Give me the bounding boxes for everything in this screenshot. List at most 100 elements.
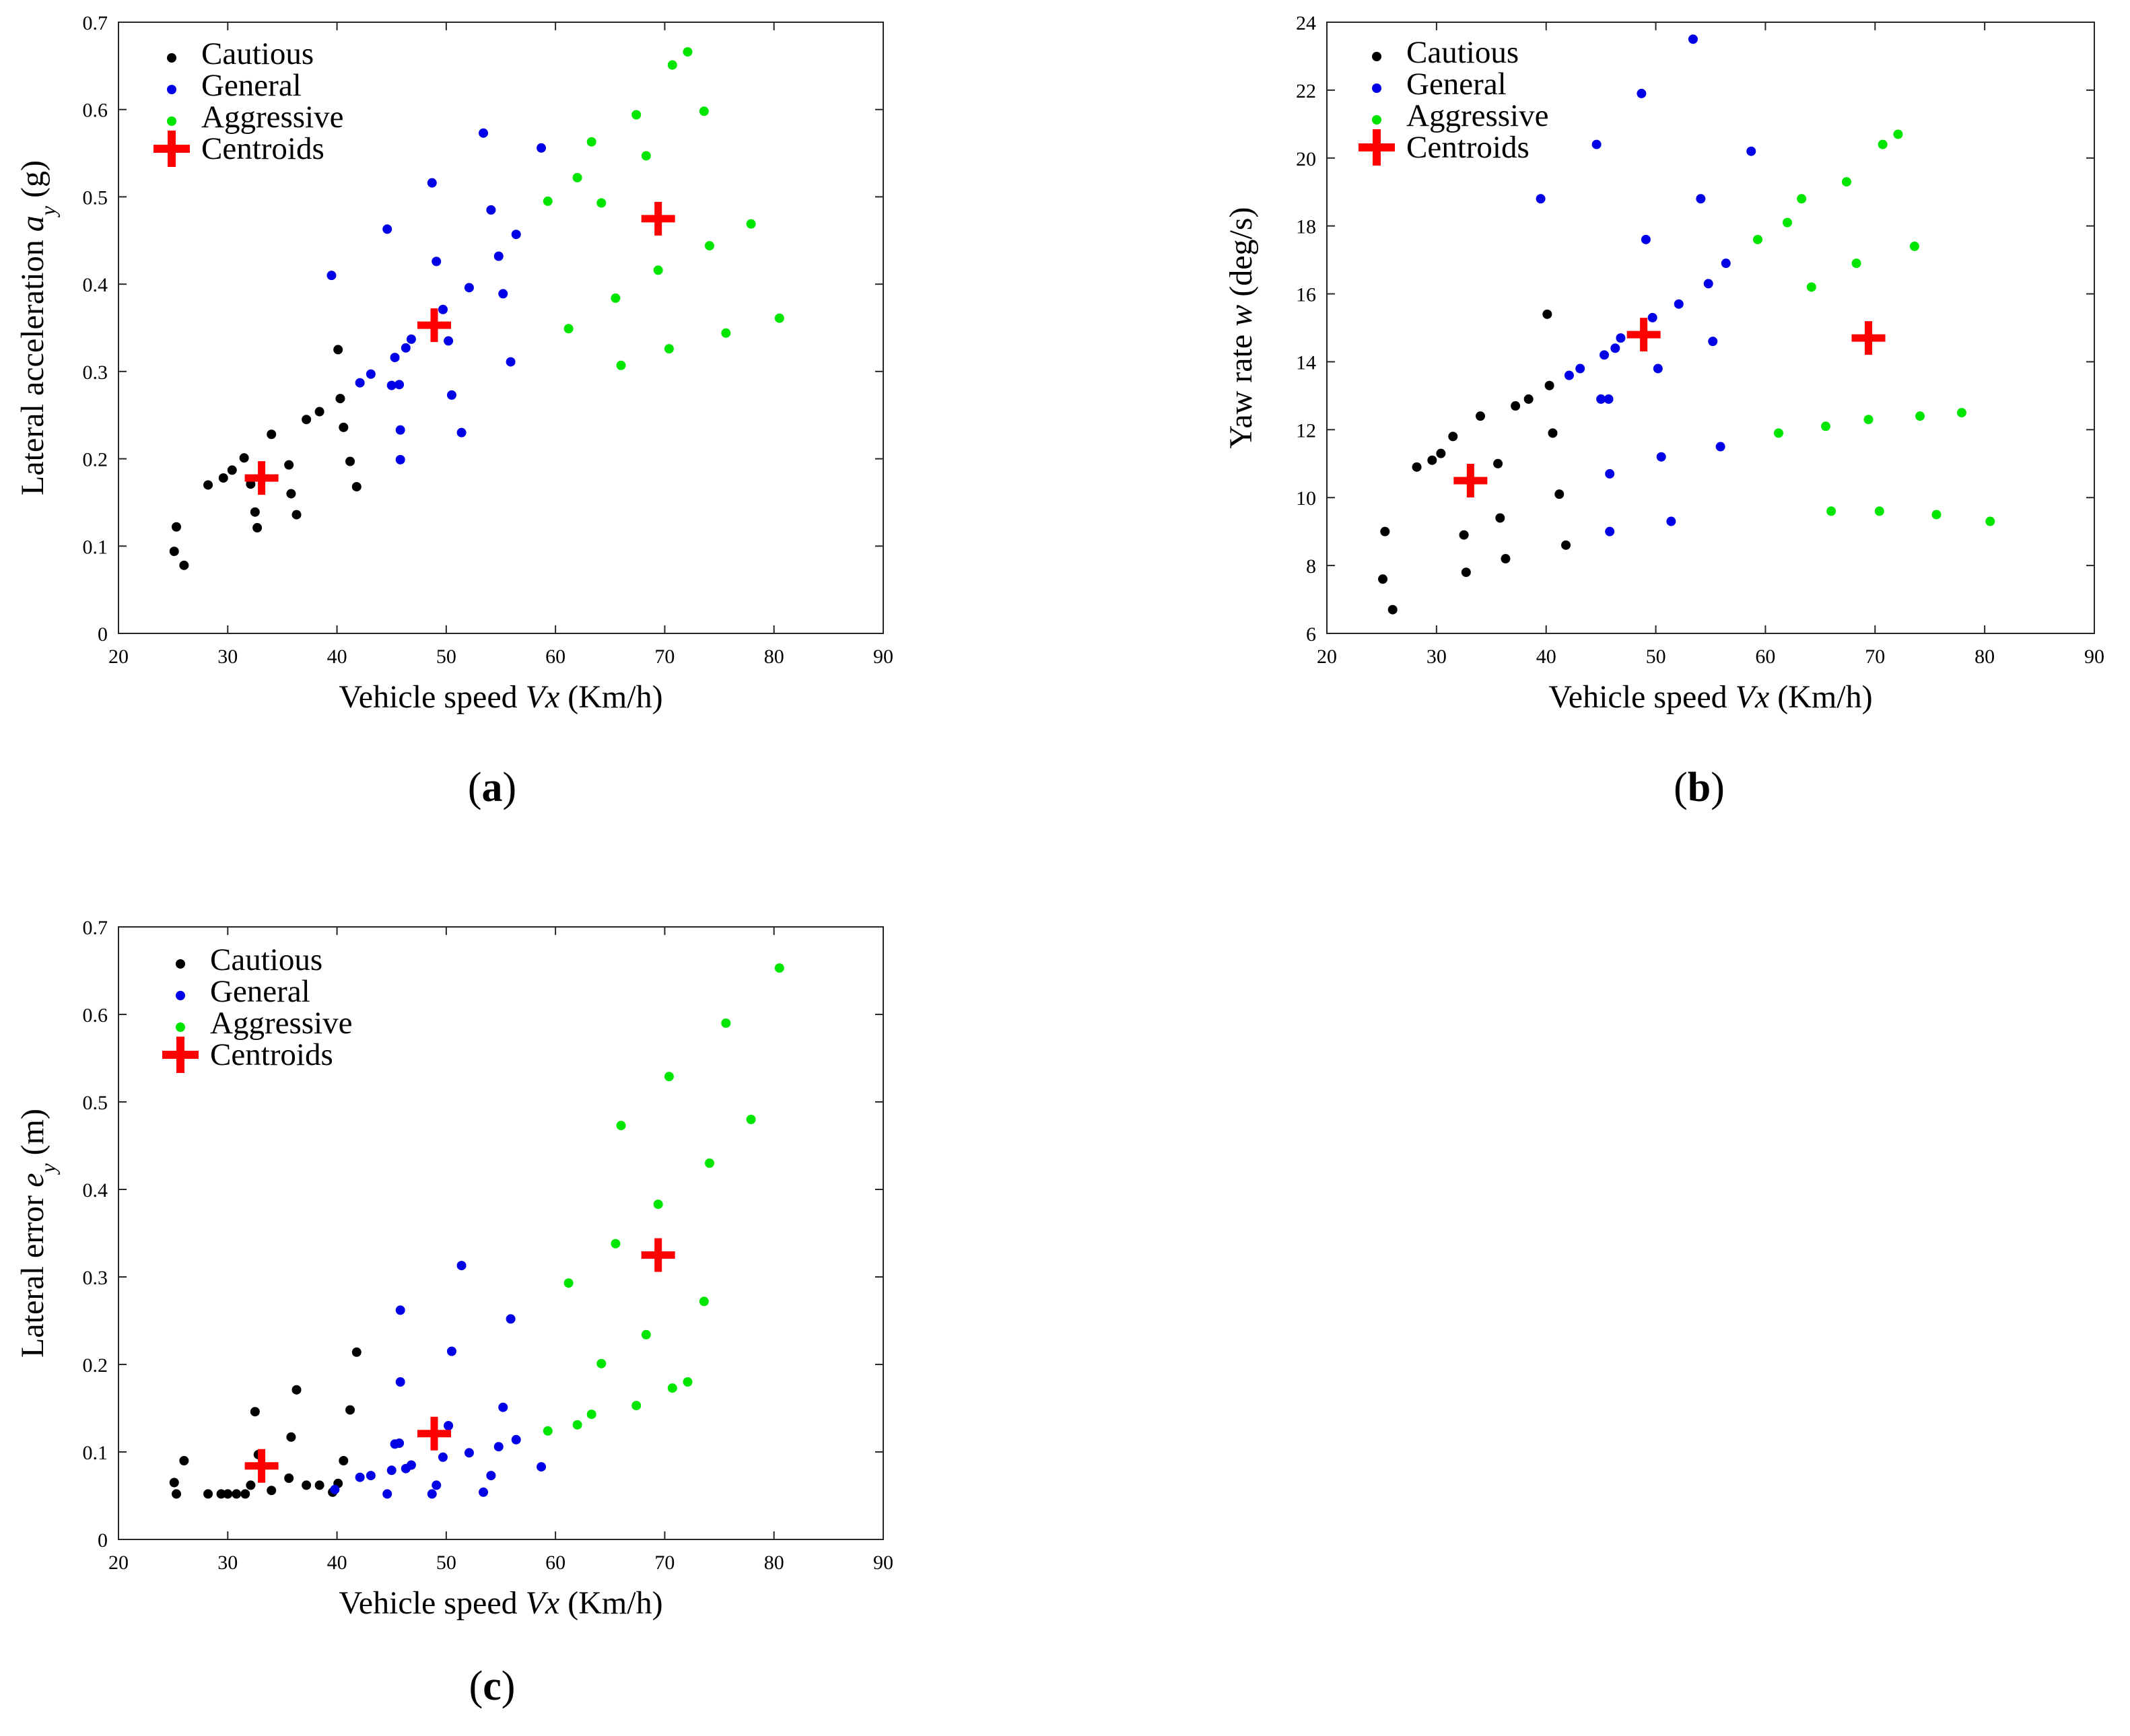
data-point-general — [1610, 343, 1620, 353]
x-tick-label: 90 — [873, 646, 893, 668]
y-tick-label: 16 — [1296, 284, 1316, 306]
data-point-general — [1708, 337, 1718, 347]
series-aggressive — [543, 47, 784, 370]
legend-label-centroids: Centroids — [210, 1037, 333, 1072]
data-point-cautious — [302, 1480, 312, 1490]
centroid-marker — [1453, 464, 1488, 497]
x-tick-label: 30 — [217, 1552, 238, 1574]
data-point-aggressive — [611, 293, 621, 303]
legend-label-cautious: Cautious — [210, 942, 322, 977]
data-point-cautious — [203, 1489, 213, 1499]
data-point-general — [355, 1472, 365, 1482]
data-point-aggressive — [543, 1426, 553, 1436]
data-point-cautious — [284, 1473, 294, 1483]
data-point-aggressive — [1821, 421, 1830, 431]
y-tick-label: 0.6 — [83, 1004, 108, 1027]
x-tick-label: 50 — [1646, 646, 1666, 668]
data-point-cautious — [286, 1432, 296, 1442]
data-point-general — [390, 353, 400, 363]
legend-marker-centroids — [162, 1037, 199, 1073]
data-point-aggressive — [699, 1296, 709, 1307]
data-point-aggressive — [1826, 506, 1836, 516]
data-point-cautious — [232, 1489, 242, 1499]
data-point-cautious — [339, 422, 349, 432]
y-tick-label: 22 — [1296, 80, 1316, 102]
data-point-cautious — [1378, 574, 1388, 584]
series-centroids — [1453, 318, 1886, 497]
data-point-general — [401, 343, 411, 353]
data-point-cautious — [172, 522, 182, 532]
legend-label-general: General — [1406, 67, 1507, 102]
data-point-general — [438, 1452, 448, 1462]
data-point-cautious — [1561, 540, 1571, 550]
y-tick-label: 0.5 — [83, 186, 108, 209]
legend-label-centroids: Centroids — [1406, 130, 1530, 165]
y-tick-label: 0.4 — [83, 1179, 108, 1202]
data-point-general — [537, 143, 547, 153]
data-point-general — [493, 251, 504, 261]
data-point-general — [1605, 468, 1615, 479]
legend-marker-general — [176, 991, 185, 1000]
y-tick-label: 0.7 — [83, 917, 108, 939]
centroid-marker — [417, 308, 452, 343]
data-point-general — [511, 1434, 521, 1445]
data-point-general — [432, 256, 442, 267]
legend-label-centroids: Centroids — [201, 131, 324, 166]
data-point-aggressive — [704, 241, 714, 251]
data-point-cautious — [291, 510, 302, 520]
y-tick-label: 20 — [1296, 148, 1316, 170]
data-point-general — [382, 224, 392, 234]
data-point-general — [395, 454, 405, 464]
data-point-aggressive — [1874, 506, 1884, 516]
x-axis-label: Vehicle speed Vx (Km/h) — [1548, 679, 1872, 715]
series-aggressive — [543, 963, 784, 1436]
data-point-general — [432, 1480, 442, 1490]
data-point-general — [456, 427, 467, 438]
legend-label-aggressive: Aggressive — [1406, 98, 1548, 133]
data-point-aggressive — [683, 1377, 693, 1387]
y-axis-label: Lateral error ey (m) — [15, 1109, 60, 1358]
x-tick-label: 70 — [654, 646, 675, 668]
legend-marker-general — [1372, 83, 1381, 93]
data-point-general — [395, 425, 405, 435]
legend-marker-cautious — [167, 53, 176, 63]
data-point-general — [438, 304, 448, 314]
y-tick-label: 0.2 — [83, 1354, 108, 1377]
y-tick-label: 0.4 — [83, 274, 108, 296]
legend-label-aggressive: Aggressive — [210, 1006, 352, 1041]
x-tick-label: 60 — [1755, 646, 1775, 668]
y-tick-label: 0.1 — [83, 536, 108, 558]
data-point-general — [1604, 394, 1614, 404]
data-point-general — [444, 336, 454, 346]
data-point-aggressive — [667, 60, 677, 70]
data-point-aggressive — [774, 313, 784, 323]
data-point-general — [1575, 363, 1585, 374]
x-tick-label: 80 — [1974, 646, 1995, 668]
x-tick-label: 80 — [764, 1552, 784, 1574]
panel-label-a: (a) — [468, 765, 516, 810]
data-point-aggressive — [704, 1158, 714, 1168]
y-tick-label: 0.5 — [83, 1092, 108, 1114]
data-point-general — [355, 378, 365, 388]
data-point-cautious — [246, 1480, 256, 1490]
x-tick-label: 90 — [873, 1552, 893, 1574]
data-point-aggressive — [774, 963, 784, 973]
data-point-general — [1674, 299, 1684, 309]
data-point-cautious — [351, 1347, 362, 1357]
legend-marker-centroids — [1359, 129, 1395, 166]
data-point-general — [406, 334, 416, 344]
data-point-cautious — [240, 1489, 250, 1499]
data-point-cautious — [1427, 455, 1437, 465]
x-tick-label: 20 — [108, 1552, 129, 1574]
data-point-aggressive — [1851, 258, 1861, 269]
data-point-cautious — [1412, 462, 1422, 472]
data-point-general — [1696, 194, 1706, 204]
centroid-marker — [244, 1449, 279, 1483]
data-point-cautious — [1544, 380, 1554, 390]
x-axis-label: Vehicle speed Vx (Km/h) — [339, 679, 662, 715]
data-point-general — [1641, 234, 1651, 244]
y-axis-label: Lateral acceleration ay (g) — [15, 160, 60, 495]
y-tick-label: 8 — [1306, 555, 1316, 578]
data-point-cautious — [339, 1456, 349, 1465]
